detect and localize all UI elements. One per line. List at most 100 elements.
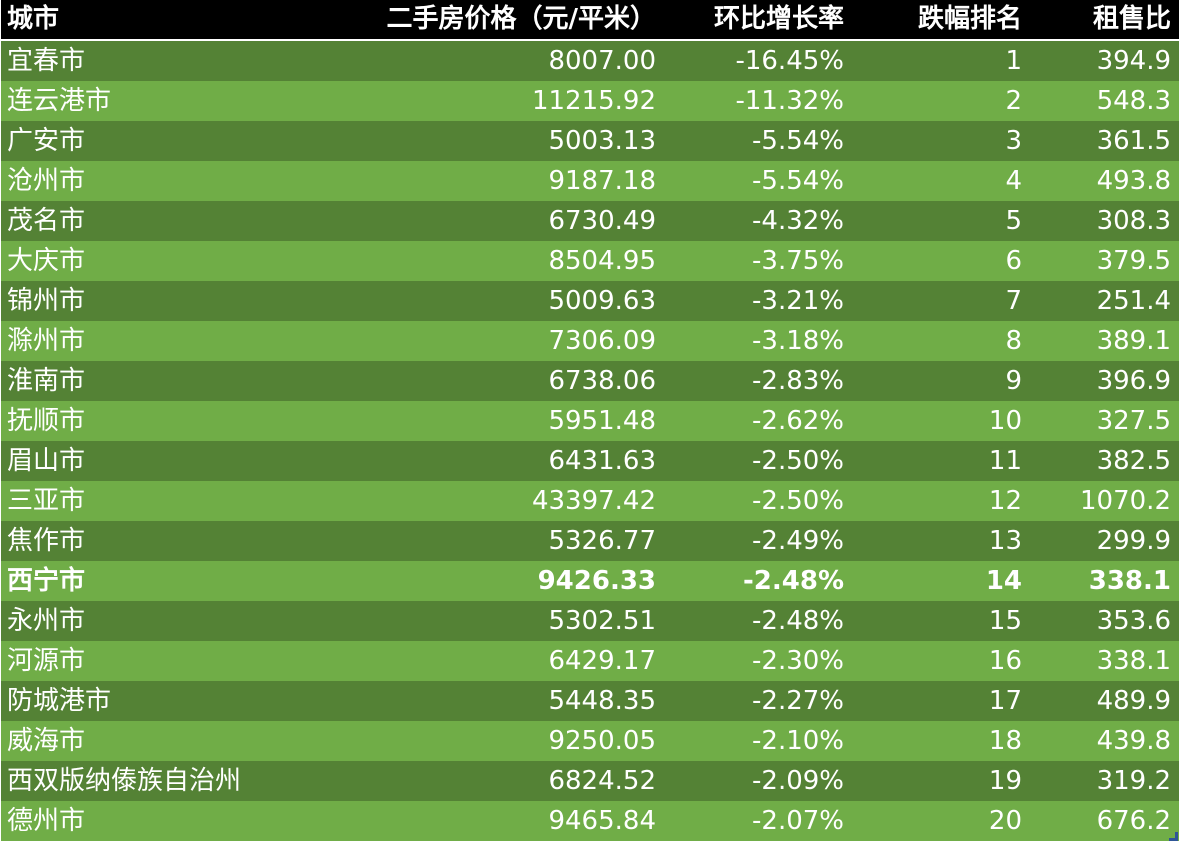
cell-rank[interactable]: 17 [988, 686, 1022, 716]
cell-price[interactable]: 6730.49 [548, 206, 656, 236]
cell-city[interactable]: 河源市 [7, 646, 86, 676]
cell-rent[interactable]: 338.1 [1088, 566, 1171, 596]
cell-mom[interactable]: -16.45% [735, 46, 844, 76]
cell-price[interactable]: 6738.06 [548, 366, 656, 396]
cell-rent[interactable]: 353.6 [1096, 606, 1171, 636]
cell-rent[interactable]: 676.2 [1096, 806, 1171, 836]
cell-city[interactable]: 防城港市 [7, 686, 112, 716]
cell-rank[interactable]: 8 [1005, 326, 1022, 356]
cell-mom[interactable]: -2.10% [752, 726, 844, 756]
cell-price[interactable]: 6431.63 [548, 446, 656, 476]
cell-mom[interactable]: -2.49% [752, 526, 844, 556]
cell-rank[interactable]: 10 [988, 406, 1022, 436]
cell-city[interactable]: 抚顺市 [7, 406, 86, 436]
cell-rank[interactable]: 7 [1005, 286, 1022, 316]
cell-rank[interactable]: 1 [1005, 46, 1022, 76]
cell-mom[interactable]: -2.50% [752, 446, 844, 476]
cell-rank[interactable]: 20 [988, 806, 1022, 836]
cell-city[interactable]: 永州市 [7, 606, 86, 636]
cell-rank[interactable]: 18 [988, 726, 1022, 756]
header-city[interactable]: 城市 [1, 0, 298, 41]
resize-handle-icon[interactable] [1169, 832, 1178, 841]
cell-city[interactable]: 西双版纳傣族自治州 [7, 766, 242, 796]
cell-price[interactable]: 9465.84 [548, 806, 656, 836]
cell-mom[interactable]: -2.50% [752, 486, 844, 516]
cell-rank[interactable]: 9 [1005, 366, 1022, 396]
cell-price[interactable]: 7306.09 [548, 326, 656, 356]
cell-rank[interactable]: 4 [1005, 166, 1022, 196]
cell-mom[interactable]: -2.27% [752, 686, 844, 716]
cell-rent[interactable]: 299.9 [1096, 526, 1171, 556]
cell-price[interactable]: 5009.63 [548, 286, 656, 316]
cell-rent[interactable]: 548.3 [1096, 86, 1171, 116]
cell-city[interactable]: 西宁市 [7, 566, 86, 596]
cell-rank[interactable]: 16 [988, 646, 1022, 676]
cell-rent[interactable]: 361.5 [1096, 126, 1171, 156]
cell-price[interactable]: 5326.77 [548, 526, 656, 556]
header-rank[interactable]: 跌幅排名 [852, 0, 1030, 41]
cell-city[interactable]: 淮南市 [7, 366, 86, 396]
cell-rent[interactable]: 327.5 [1096, 406, 1171, 436]
cell-rank[interactable]: 11 [988, 446, 1022, 476]
cell-price[interactable]: 11215.92 [531, 86, 656, 116]
cell-city[interactable]: 茂名市 [7, 206, 86, 236]
cell-mom[interactable]: -5.54% [752, 166, 844, 196]
cell-price[interactable]: 5003.13 [548, 126, 656, 156]
cell-rank[interactable]: 14 [985, 566, 1022, 596]
cell-mom[interactable]: -2.83% [752, 366, 844, 396]
cell-price[interactable]: 8504.95 [548, 246, 656, 276]
header-rent[interactable]: 租售比 [1030, 0, 1179, 41]
cell-city[interactable]: 威海市 [7, 726, 86, 756]
cell-mom[interactable]: -2.48% [743, 566, 844, 596]
cell-mom[interactable]: -2.62% [752, 406, 844, 436]
cell-rank[interactable]: 15 [988, 606, 1022, 636]
cell-city[interactable]: 德州市 [7, 806, 86, 836]
cell-rent[interactable]: 1070.2 [1080, 486, 1171, 516]
cell-price[interactable]: 5448.35 [548, 686, 656, 716]
header-price[interactable]: 二手房价格（元/平米） [298, 0, 664, 41]
cell-price[interactable]: 9426.33 [537, 566, 656, 596]
cell-rank[interactable]: 2 [1005, 86, 1022, 116]
cell-price[interactable]: 43397.42 [531, 486, 656, 516]
cell-city[interactable]: 宜春市 [7, 46, 86, 76]
cell-rent[interactable]: 396.9 [1096, 366, 1171, 396]
cell-rank[interactable]: 12 [988, 486, 1022, 516]
cell-mom[interactable]: -4.32% [752, 206, 844, 236]
cell-mom[interactable]: -3.18% [752, 326, 844, 356]
cell-city[interactable]: 大庆市 [7, 246, 86, 276]
cell-city[interactable]: 广安市 [7, 126, 86, 156]
cell-rent[interactable]: 379.5 [1096, 246, 1171, 276]
header-mom[interactable]: 环比增长率 [664, 0, 852, 41]
cell-mom[interactable]: -2.30% [752, 646, 844, 676]
cell-rent[interactable]: 382.5 [1096, 446, 1171, 476]
cell-price[interactable]: 5951.48 [548, 406, 656, 436]
cell-mom[interactable]: -2.09% [752, 766, 844, 796]
cell-mom[interactable]: -11.32% [735, 86, 844, 116]
cell-mom[interactable]: -5.54% [752, 126, 844, 156]
cell-price[interactable]: 9250.05 [548, 726, 656, 756]
cell-price[interactable]: 6824.52 [548, 766, 656, 796]
cell-price[interactable]: 8007.00 [548, 46, 656, 76]
cell-city[interactable]: 焦作市 [7, 526, 86, 556]
cell-rent[interactable]: 439.8 [1096, 726, 1171, 756]
cell-rank[interactable]: 6 [1005, 246, 1022, 276]
cell-city[interactable]: 滁州市 [7, 326, 86, 356]
cell-mom[interactable]: -2.48% [752, 606, 844, 636]
cell-mom[interactable]: -2.07% [752, 806, 844, 836]
cell-rent[interactable]: 493.8 [1096, 166, 1171, 196]
cell-rank[interactable]: 5 [1005, 206, 1022, 236]
cell-rent[interactable]: 389.1 [1096, 326, 1171, 356]
cell-city[interactable]: 锦州市 [7, 286, 86, 316]
cell-rent[interactable]: 338.1 [1096, 646, 1171, 676]
cell-price[interactable]: 6429.17 [548, 646, 656, 676]
cell-mom[interactable]: -3.21% [752, 286, 844, 316]
cell-price[interactable]: 9187.18 [548, 166, 656, 196]
cell-rank[interactable]: 3 [1005, 126, 1022, 156]
cell-rent[interactable]: 308.3 [1096, 206, 1171, 236]
cell-mom[interactable]: -3.75% [752, 246, 844, 276]
cell-rank[interactable]: 13 [988, 526, 1022, 556]
cell-city[interactable]: 眉山市 [7, 446, 86, 476]
cell-city[interactable]: 沧州市 [7, 166, 86, 196]
cell-rent[interactable]: 319.2 [1096, 766, 1171, 796]
cell-city[interactable]: 三亚市 [7, 486, 86, 516]
